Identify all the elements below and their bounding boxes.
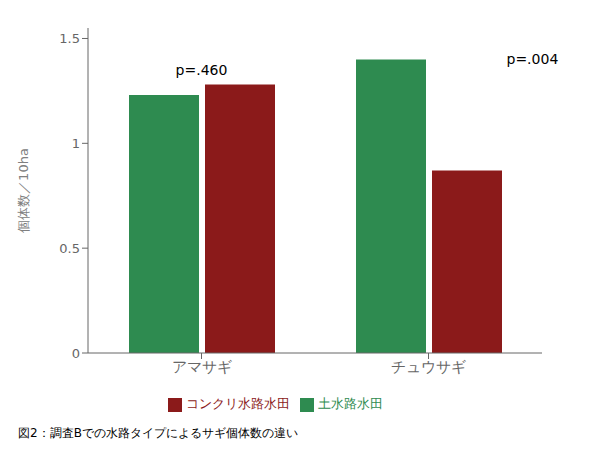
svg-text:0.5: 0.5: [59, 241, 80, 256]
svg-text:1: 1: [72, 136, 80, 151]
svg-text:1.5: 1.5: [59, 31, 80, 46]
svg-text:チュウサギ: チュウサギ: [391, 358, 466, 376]
html-text:図2：調査Bでの水路タイプによるサギ個体数の違い: 図2：調査Bでの水路タイプによるサギ個体数の違い: [18, 426, 298, 440]
html-text:土水路水田: 土水路水田: [317, 396, 383, 411]
svg-text:個体数／10ha: 個体数／10ha: [16, 148, 31, 233]
html-text:コンクリ水路水田: コンクリ水路水田: [185, 396, 290, 411]
svg-text:p=.460: p=.460: [176, 62, 228, 78]
svg-text:アマサギ: アマサギ: [172, 358, 232, 376]
svg-text:0: 0: [72, 346, 80, 361]
svg-text:p=.004: p=.004: [507, 51, 559, 67]
